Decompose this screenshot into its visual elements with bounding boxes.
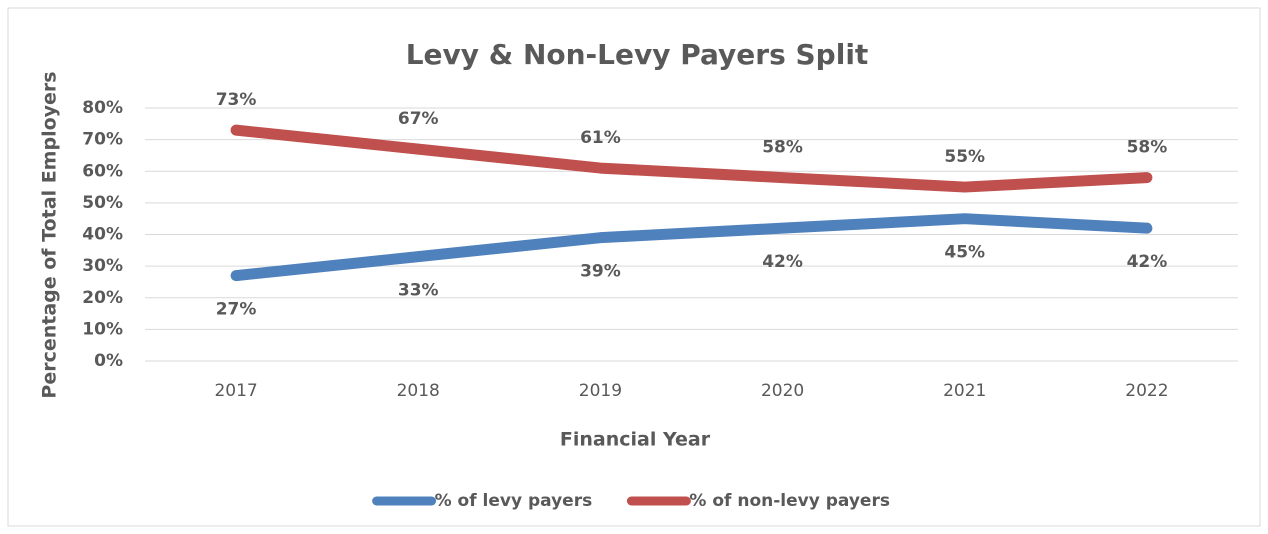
legend-label: % of levy payers bbox=[435, 491, 593, 511]
data-label: 61% bbox=[580, 128, 621, 148]
x-tick-label: 2020 bbox=[761, 381, 804, 401]
data-label: 27% bbox=[216, 300, 257, 320]
y-tick-label: 70% bbox=[82, 130, 123, 150]
data-label: 58% bbox=[762, 138, 803, 158]
y-tick-label: 80% bbox=[82, 98, 123, 118]
y-tick-label: 0% bbox=[94, 351, 123, 371]
data-label: 55% bbox=[944, 147, 985, 167]
data-label: 42% bbox=[1127, 252, 1168, 272]
chart-title: Levy & Non-Levy Payers Split bbox=[406, 38, 869, 71]
data-label: 73% bbox=[216, 90, 257, 110]
chart-border bbox=[7, 7, 1261, 527]
data-label: 45% bbox=[944, 243, 985, 263]
y-tick-label: 60% bbox=[82, 161, 123, 181]
legend-label: % of non-levy payers bbox=[689, 491, 890, 511]
line-series bbox=[230, 124, 1153, 193]
x-tick-label: 2018 bbox=[397, 381, 440, 401]
line-series bbox=[230, 213, 1153, 282]
y-tick-label: 20% bbox=[82, 288, 123, 308]
y-tick-label: 50% bbox=[82, 193, 123, 213]
x-tick-label: 2019 bbox=[579, 381, 622, 401]
y-tick-label: 40% bbox=[82, 225, 123, 245]
x-tick-label: 2017 bbox=[214, 381, 257, 401]
data-label: 33% bbox=[398, 281, 439, 301]
x-axis-label: Financial Year bbox=[560, 429, 711, 451]
y-tick-label: 10% bbox=[82, 319, 123, 339]
data-label: 58% bbox=[1127, 138, 1168, 158]
data-label: 42% bbox=[762, 252, 803, 272]
data-label: 67% bbox=[398, 109, 439, 129]
y-axis-label: Percentage of Total Employers bbox=[39, 71, 61, 398]
data-label: 39% bbox=[580, 262, 621, 282]
x-tick-label: 2022 bbox=[1125, 381, 1168, 401]
x-tick-label: 2021 bbox=[943, 381, 986, 401]
y-tick-label: 30% bbox=[82, 256, 123, 276]
